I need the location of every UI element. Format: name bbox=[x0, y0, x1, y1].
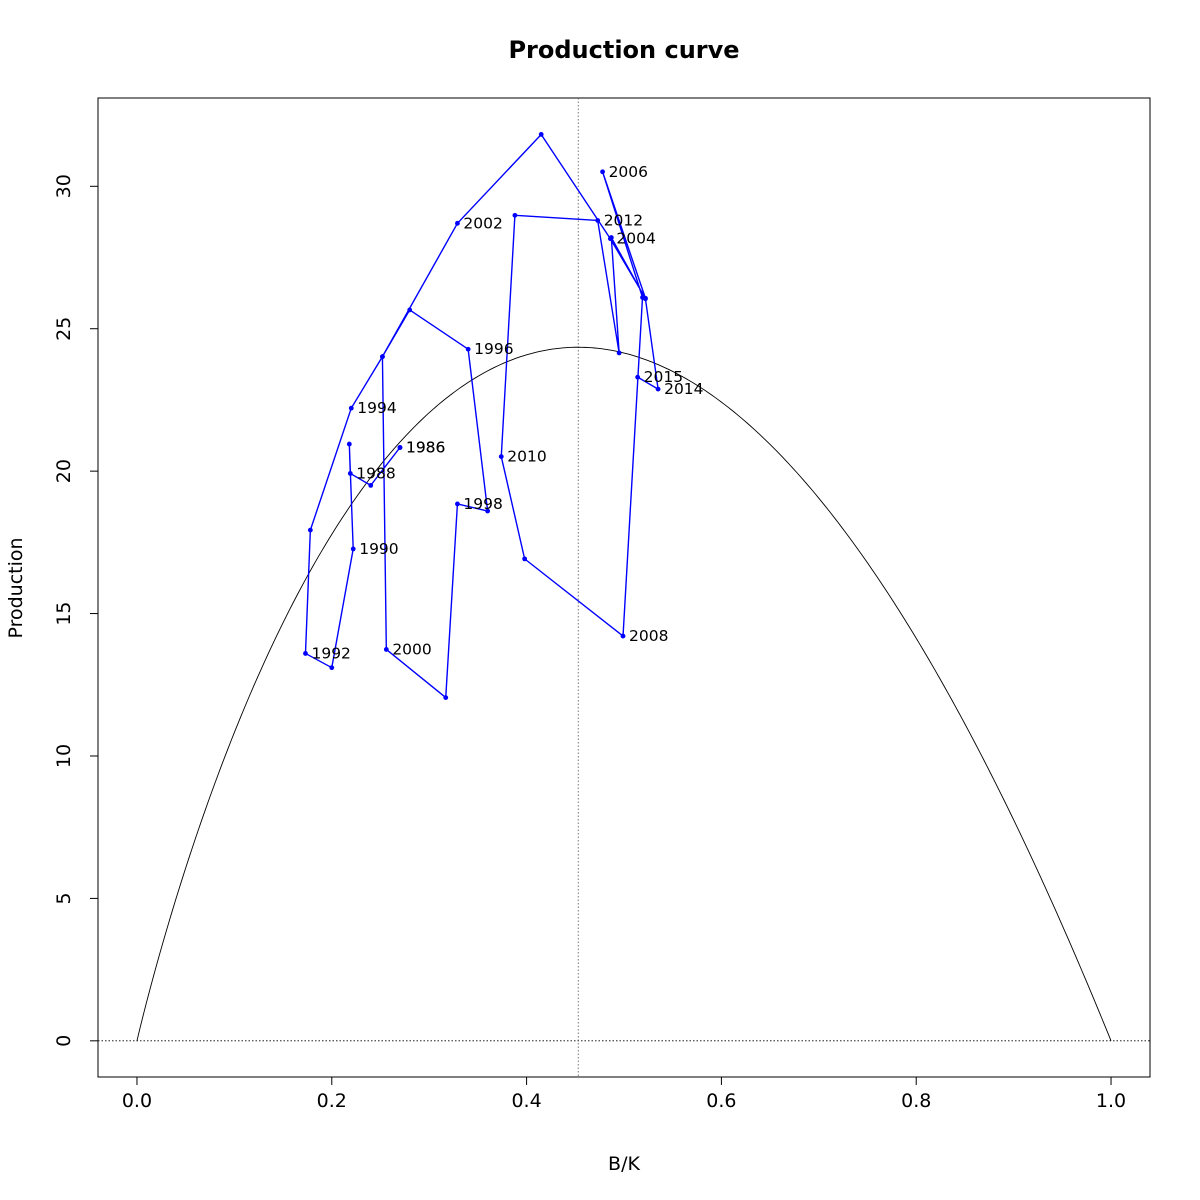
x-tick-label: 0.0 bbox=[122, 1090, 152, 1112]
x-tick-label: 0.6 bbox=[706, 1090, 736, 1112]
data-point bbox=[397, 445, 403, 450]
data-point bbox=[443, 695, 449, 700]
point-label: 1988 bbox=[356, 464, 395, 482]
data-point bbox=[608, 235, 614, 240]
point-label: 2015 bbox=[644, 368, 683, 386]
y-tick-label: 0 bbox=[53, 1035, 75, 1047]
point-label: 1986 bbox=[406, 439, 445, 457]
data-point bbox=[655, 386, 661, 392]
data-point bbox=[307, 527, 313, 533]
y-tick-label: 20 bbox=[53, 459, 75, 483]
data-point bbox=[303, 651, 308, 656]
point-label: 1998 bbox=[463, 495, 502, 513]
data-point bbox=[347, 471, 353, 476]
y-axis: 0 5 10 15 20 25 30 bbox=[53, 174, 99, 1047]
reference-lines bbox=[98, 98, 1150, 1077]
chart-title: Production curve bbox=[508, 36, 739, 64]
data-point bbox=[485, 508, 491, 514]
point-label: 1992 bbox=[311, 644, 350, 662]
data-point bbox=[455, 501, 460, 507]
y-tick-label: 5 bbox=[53, 892, 75, 904]
data-point bbox=[538, 132, 544, 137]
data-point bbox=[465, 346, 471, 352]
x-axis: 0.0 0.2 0.4 0.6 0.8 1.0 bbox=[122, 1076, 1126, 1112]
point-label: 1994 bbox=[357, 399, 396, 417]
x-tick-label: 0.4 bbox=[511, 1090, 541, 1112]
data-point bbox=[455, 220, 460, 226]
y-tick-label: 30 bbox=[53, 174, 75, 198]
data-point bbox=[512, 212, 518, 218]
data-point bbox=[329, 665, 335, 671]
point-label: 2006 bbox=[609, 163, 648, 181]
data-point bbox=[616, 350, 622, 356]
data-point bbox=[635, 374, 641, 380]
data-point bbox=[346, 441, 352, 447]
x-tick-label: 0.2 bbox=[317, 1090, 347, 1112]
data-point bbox=[348, 405, 354, 411]
point-label: 2002 bbox=[463, 214, 502, 232]
y-tick-label: 10 bbox=[53, 744, 75, 768]
x-tick-label: 1.0 bbox=[1096, 1090, 1126, 1112]
data-point bbox=[368, 482, 374, 488]
production-curve-line bbox=[136, 346, 1112, 1041]
x-axis-label: B/K bbox=[608, 1153, 640, 1175]
point-label: 1990 bbox=[359, 540, 398, 558]
data-point bbox=[595, 218, 601, 223]
y-tick-label: 15 bbox=[53, 601, 75, 625]
x-tick-label: 0.8 bbox=[901, 1090, 931, 1112]
point-label: 1986 bbox=[406, 439, 445, 457]
y-axis-label: Production bbox=[5, 537, 27, 638]
point-labels: 1986198619881990199219941996199820002002… bbox=[311, 163, 703, 663]
data-point bbox=[643, 296, 648, 302]
point-label: 2008 bbox=[629, 627, 668, 645]
data-point bbox=[522, 556, 528, 562]
y-tick-label: 25 bbox=[53, 317, 75, 341]
point-label: 2012 bbox=[604, 211, 643, 229]
data-point bbox=[498, 454, 504, 460]
series-layer bbox=[303, 132, 661, 700]
point-label: 1996 bbox=[474, 340, 513, 358]
point-label: 2000 bbox=[392, 640, 431, 658]
data-point bbox=[620, 633, 626, 639]
data-point bbox=[407, 307, 413, 313]
data-point bbox=[600, 169, 605, 175]
point-label: 2010 bbox=[507, 448, 546, 466]
point-label: 2004 bbox=[616, 230, 655, 248]
data-point bbox=[383, 647, 389, 652]
point-label: 2014 bbox=[664, 380, 703, 398]
production-curve-layer bbox=[136, 346, 1112, 1041]
data-point bbox=[380, 354, 385, 360]
data-point bbox=[350, 546, 356, 552]
